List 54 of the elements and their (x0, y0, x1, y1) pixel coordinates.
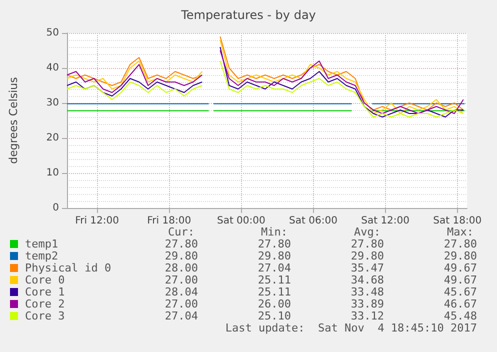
text: 29.80 (164, 250, 198, 262)
y-tick-label: 10 (46, 168, 59, 178)
text: 27.04 (258, 262, 292, 274)
legend-label: Core 1 (25, 286, 65, 298)
y-tick-label: 50 (46, 28, 59, 38)
y-tick-label: 0 (52, 202, 59, 214)
text: Cur: (168, 226, 194, 238)
text: 34.68 (350, 274, 384, 286)
y-tick-label: 40 (46, 62, 59, 74)
chart-title: Temperatures - by day (180, 8, 316, 22)
text: 27.80 (350, 238, 384, 250)
text: Avg: (354, 226, 380, 238)
legend-label: Physical id 0 (25, 262, 112, 274)
text: 33.89 (350, 298, 384, 310)
text: 29.80 (350, 250, 384, 262)
text: 27.00 (164, 274, 198, 286)
text: 27.00 (164, 298, 198, 310)
text: 45.48 (444, 310, 477, 322)
y-tick-label: 20 (46, 132, 59, 144)
text: 49.67 (444, 262, 477, 274)
legend-label: Core 2 (25, 298, 65, 310)
x-tick-label: Sat 00:00 (216, 216, 266, 226)
x-tick-label: Sat 18:00 (433, 216, 482, 226)
legend-label: temp1 (25, 238, 58, 250)
x-tick-label: Sat 12:00 (361, 216, 410, 226)
text: 27.80 (164, 238, 198, 250)
text: 27.04 (164, 310, 198, 322)
legend-label: temp2 (25, 250, 58, 262)
text: 25.10 (258, 310, 291, 322)
text: 33.48 (350, 286, 384, 298)
x-tick-label: Sat 06:00 (289, 216, 338, 226)
text: 29.80 (444, 250, 477, 262)
text: 49.67 (444, 274, 477, 286)
y-axis-title: degrees Celsius (7, 76, 20, 164)
text: 29.80 (258, 250, 291, 262)
text: 27.80 (258, 238, 291, 250)
text: 25.11 (258, 274, 291, 286)
text: 27.80 (444, 238, 477, 250)
text: 26.00 (258, 298, 291, 310)
text: 25.11 (258, 286, 291, 298)
x-tick-label: Fri 18:00 (147, 216, 192, 226)
legend-label: Core 0 (25, 274, 65, 286)
text: 33.12 (350, 310, 384, 322)
x-tick-label: Fri 12:00 (75, 216, 119, 226)
legend-label: Core 3 (25, 310, 65, 322)
text: 28.04 (164, 286, 198, 298)
y-tick-label: 30 (46, 98, 59, 108)
text: Min: (261, 226, 288, 238)
text: 46.67 (444, 298, 477, 310)
text: Max: (447, 226, 474, 238)
text: 35.47 (350, 262, 384, 274)
text: 28.00 (164, 262, 198, 274)
text: Last update: Sat Nov 4 18:45:10 2017 (225, 322, 477, 334)
text: 45.67 (444, 286, 477, 298)
